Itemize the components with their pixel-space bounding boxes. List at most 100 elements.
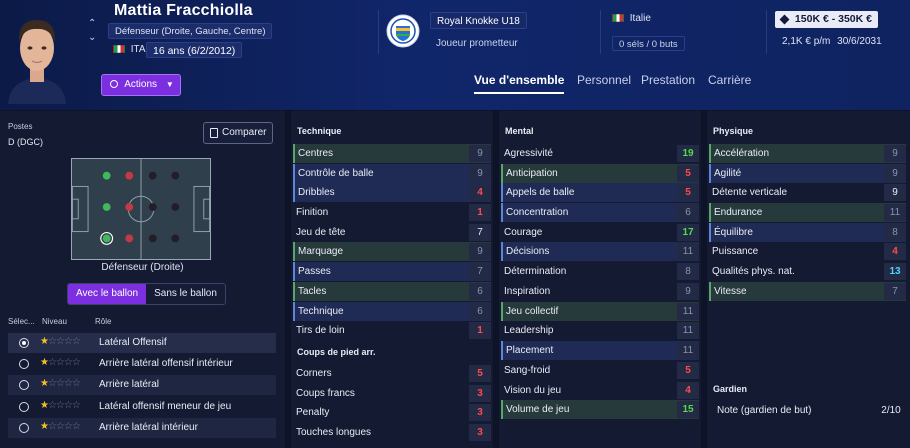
attr-row[interactable]: Puissance 4 bbox=[709, 242, 906, 261]
roles-head-select[interactable]: Sélec... bbox=[8, 317, 35, 326]
attr-row[interactable]: Anticipation 5 bbox=[501, 164, 699, 183]
attr-value: 11 bbox=[884, 204, 906, 221]
attr-name: Agilité bbox=[714, 168, 742, 179]
tab-overview[interactable]: Vue d'ensemble bbox=[474, 66, 565, 94]
physique-title: Physique bbox=[713, 126, 754, 136]
role-radio[interactable] bbox=[19, 380, 29, 390]
attr-row[interactable]: Sang-froid 5 bbox=[501, 361, 699, 380]
attr-row[interactable]: Décisions 11 bbox=[501, 242, 699, 261]
club-name[interactable]: Royal Knokke U18 bbox=[430, 12, 527, 29]
role-radio[interactable] bbox=[19, 423, 29, 433]
attr-value: 4 bbox=[884, 243, 906, 260]
attr-value: 19 bbox=[677, 145, 699, 162]
attr-row[interactable]: Leadership 11 bbox=[501, 321, 699, 340]
role-stars-icon: ★☆☆☆☆ bbox=[40, 400, 81, 411]
attr-row[interactable]: Détermination 8 bbox=[501, 262, 699, 281]
role-row[interactable]: ★☆☆☆☆ Arrière latéral offensif intérieur bbox=[8, 354, 276, 374]
attr-row[interactable]: Agilité 9 bbox=[709, 164, 906, 183]
with-ball-toggle[interactable]: Avec le ballon bbox=[68, 284, 147, 304]
chevron-up-icon[interactable]: ⌃ bbox=[88, 18, 97, 29]
italy-flag-icon bbox=[113, 45, 125, 54]
wage: 2,1K € p/m bbox=[782, 36, 831, 47]
actions-button[interactable]: Actions ▼ bbox=[101, 74, 181, 96]
role-row[interactable]: ★☆☆☆☆ Latéral Offensif bbox=[8, 333, 276, 353]
attr-name: Leadership bbox=[504, 325, 554, 336]
attr-row[interactable]: Coups francs 3 bbox=[293, 384, 491, 403]
contract-info: 2,1K € p/m 30/6/2031 bbox=[782, 36, 882, 47]
position-pitch[interactable] bbox=[71, 158, 211, 260]
chevron-down-icon[interactable]: ⌄ bbox=[88, 32, 97, 43]
role-stars-icon: ★☆☆☆☆ bbox=[40, 336, 81, 347]
club-crest[interactable] bbox=[386, 14, 420, 48]
attr-row[interactable]: Passes 7 bbox=[293, 262, 491, 281]
role-row[interactable]: ★☆☆☆☆ Latéral offensif meneur de jeu bbox=[8, 397, 276, 417]
attr-value: 1 bbox=[469, 204, 491, 221]
attr-row[interactable]: Inspiration 9 bbox=[501, 282, 699, 301]
attr-value: 8 bbox=[884, 224, 906, 241]
roles-head-level[interactable]: Niveau bbox=[42, 317, 67, 326]
national-team[interactable]: Italie bbox=[612, 13, 651, 24]
attr-row[interactable]: Concentration 6 bbox=[501, 203, 699, 222]
roles-head-role[interactable]: Rôle bbox=[95, 317, 112, 326]
attr-name: Endurance bbox=[714, 207, 763, 218]
player-status: Joueur prometteur bbox=[436, 38, 518, 49]
attr-name: Sang-froid bbox=[504, 365, 551, 376]
attr-row[interactable]: Accélération 9 bbox=[709, 144, 906, 163]
attr-row[interactable]: Tacles 6 bbox=[293, 282, 491, 301]
attr-row[interactable]: Touches longues 3 bbox=[293, 423, 491, 442]
attr-name: Dribbles bbox=[298, 187, 335, 198]
tab-career[interactable]: Carrière bbox=[708, 73, 752, 87]
attr-row[interactable]: Placement 11 bbox=[501, 341, 699, 360]
attr-row[interactable]: Finition 1 bbox=[293, 203, 491, 222]
role-row[interactable]: ★☆☆☆☆ Arrière latéral bbox=[8, 375, 276, 395]
attr-row[interactable]: Tirs de loin 1 bbox=[293, 321, 491, 340]
attr-row[interactable]: Penalty 3 bbox=[293, 403, 491, 422]
attr-row[interactable]: Courage 17 bbox=[501, 223, 699, 242]
attr-row[interactable]: Note (gardien de but) 2/10 bbox=[709, 401, 906, 420]
role-radio[interactable] bbox=[19, 338, 29, 348]
attr-name: Placement bbox=[506, 345, 554, 356]
role-row[interactable]: ★☆☆☆☆ Arrière latéral intérieur bbox=[8, 418, 276, 438]
without-ball-toggle[interactable]: Sans le ballon bbox=[146, 284, 225, 304]
role-radio[interactable] bbox=[19, 402, 29, 412]
attr-row[interactable]: Corners 5 bbox=[293, 364, 491, 383]
attr-row[interactable]: Équilibre 8 bbox=[709, 223, 906, 242]
compare-button[interactable]: Comparer bbox=[203, 122, 273, 144]
tab-performance[interactable]: Prestation bbox=[641, 73, 696, 87]
attr-name: Penalty bbox=[296, 407, 330, 418]
chevron-down-icon: ▼ bbox=[165, 80, 174, 89]
attr-row[interactable]: Jeu collectif 11 bbox=[501, 302, 699, 321]
attr-row[interactable]: Vision du jeu 4 bbox=[501, 381, 699, 400]
attr-row[interactable]: Jeu de tête 7 bbox=[293, 223, 491, 242]
attr-row[interactable]: Technique 6 bbox=[293, 302, 491, 321]
attr-name: Décisions bbox=[506, 246, 550, 257]
position-dots bbox=[100, 171, 180, 245]
attr-row[interactable]: Qualités phys. nat. 13 bbox=[709, 262, 906, 281]
attr-row[interactable]: Détente verticale 9 bbox=[709, 183, 906, 202]
attr-row[interactable]: Endurance 11 bbox=[709, 203, 906, 222]
attr-row[interactable]: Centres 9 bbox=[293, 144, 491, 163]
attr-row[interactable]: Appels de balle 5 bbox=[501, 183, 699, 202]
role-stars-icon: ★☆☆☆☆ bbox=[40, 357, 81, 368]
attr-row[interactable]: Vitesse 7 bbox=[709, 282, 906, 301]
attr-row[interactable]: Volume de jeu 15 bbox=[501, 400, 699, 419]
attr-row[interactable]: Marquage 9 bbox=[293, 242, 491, 261]
attr-name: Puissance bbox=[712, 246, 759, 257]
technique-title: Technique bbox=[297, 126, 342, 136]
player-positions: Défenseur (Droite, Gauche, Centre) bbox=[108, 23, 273, 39]
attr-row[interactable]: Contrôle de balle 9 bbox=[293, 164, 491, 183]
role-radio[interactable] bbox=[19, 359, 29, 369]
divider bbox=[378, 10, 379, 54]
attr-value: 5 bbox=[677, 165, 699, 182]
attr-row[interactable]: Agressivité 19 bbox=[501, 144, 699, 163]
attr-name: Corners bbox=[296, 368, 332, 379]
attr-name: Contrôle de balle bbox=[298, 168, 374, 179]
attr-value: 11 bbox=[677, 303, 699, 320]
attr-name: Jeu collectif bbox=[506, 306, 559, 317]
mental-title: Mental bbox=[505, 126, 534, 136]
attr-name: Passes bbox=[298, 266, 331, 277]
attr-row[interactable]: Dribbles 4 bbox=[293, 183, 491, 202]
tab-personal[interactable]: Personnel bbox=[577, 73, 632, 87]
compare-icon bbox=[210, 128, 218, 138]
positions-label: Postes bbox=[8, 122, 33, 131]
